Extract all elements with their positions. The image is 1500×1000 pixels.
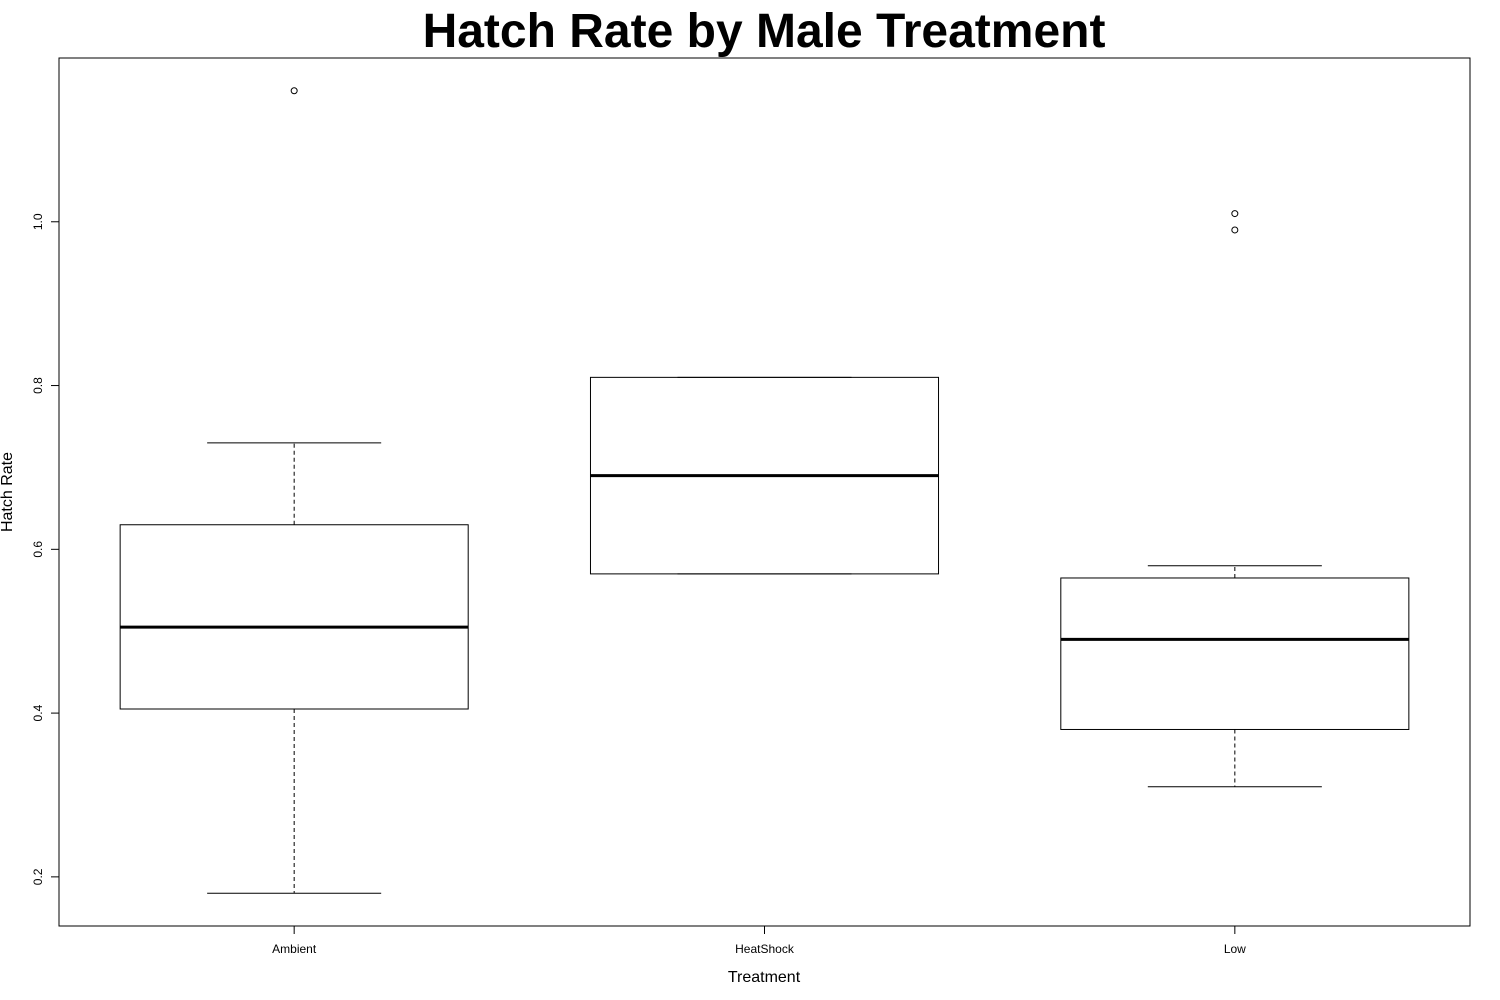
y-tick-label: 0.8: [31, 377, 45, 394]
chart-title: Hatch Rate by Male Treatment: [423, 5, 1106, 58]
x-tick-label: Low: [1224, 942, 1246, 956]
y-tick-label: 1.0: [31, 213, 45, 230]
y-tick-label: 0.2: [31, 868, 45, 885]
x-axis-title: Treatment: [728, 969, 801, 986]
box-iqr: [1060, 577, 1410, 730]
x-tick-label: Ambient: [272, 942, 317, 956]
outlier-point: [1231, 210, 1239, 218]
y-tick-label: 0.4: [31, 704, 45, 721]
plot-frame: [58, 57, 1471, 927]
y-axis-title: Hatch Rate: [0, 452, 16, 532]
y-tick-label: 0.6: [31, 541, 45, 558]
chart-marks: 0.2 0.4 0.6 0.8 1.0 Ambient HeatShock Low: [31, 87, 1410, 956]
box-iqr: [119, 524, 469, 710]
outlier-point: [1231, 226, 1239, 234]
x-tick-label: HeatShock: [735, 942, 795, 956]
outlier-point: [290, 87, 298, 95]
